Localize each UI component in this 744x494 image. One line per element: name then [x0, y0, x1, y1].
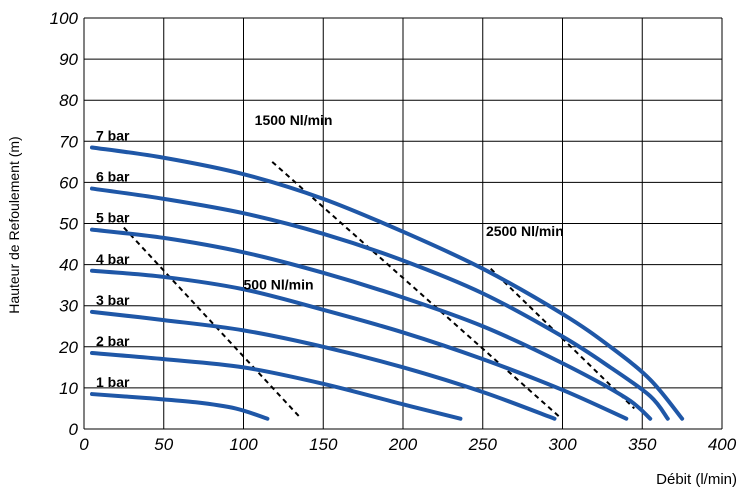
air-consumption-label: 2500 Nl/min: [486, 223, 564, 239]
y-tick-label: 50: [59, 215, 78, 234]
x-tick-label: 400: [708, 435, 737, 454]
x-tick-label: 200: [388, 435, 418, 454]
grid-layer: [83, 17, 723, 430]
y-tick-label: 0: [69, 420, 79, 439]
x-tick-label: 50: [154, 435, 173, 454]
y-tick-label: 70: [59, 132, 78, 151]
y-tick-label: 20: [58, 338, 78, 357]
series-line: [89, 309, 557, 421]
series-line: [89, 186, 670, 421]
series-line: [89, 350, 463, 421]
y-tick-label: 80: [59, 91, 78, 110]
y-tick-label: 10: [59, 379, 78, 398]
series-label: 6 bar: [96, 169, 130, 185]
label-layer: 1 bar 2 bar 3 bar 4 bar 5 bar 6 bar 7 bar 500 N…: [96, 112, 564, 390]
air-consumption-line: [123, 226, 301, 418]
series-label: 4 bar: [96, 251, 130, 267]
x-tick-label: 300: [548, 435, 577, 454]
y-axis-title: Hauteur de Refoulement (m): [6, 136, 22, 313]
y-tick-label: 60: [59, 173, 78, 192]
x-tick-label: 150: [309, 435, 338, 454]
y-tick-label: 30: [59, 297, 78, 316]
series-line: [89, 227, 653, 421]
air-consumption-label: 500 Nl/min: [244, 276, 314, 292]
series-label: 1 bar: [96, 374, 130, 390]
x-tick-label: 100: [229, 435, 258, 454]
series-label: 5 bar: [96, 210, 130, 226]
x-tick-label: 250: [468, 435, 498, 454]
series-label: 2 bar: [96, 333, 130, 349]
air-consumption-label: 1500 Nl/min: [255, 112, 333, 128]
series-layer: [89, 145, 685, 421]
series-line: [89, 268, 629, 421]
y-tick-label: 100: [50, 9, 79, 28]
x-axis-title: Débit (l/min): [656, 471, 737, 488]
air-consumption-line: [271, 161, 560, 418]
series-line: [89, 392, 270, 421]
series-label: 7 bar: [96, 127, 130, 143]
y-tick-label: 40: [59, 256, 78, 275]
x-tick-label: 350: [628, 435, 657, 454]
x-tick-label: 0: [79, 435, 89, 454]
series-label: 3 bar: [96, 292, 130, 308]
axis-layer: 0 50 100 150 200 250 300 350 400 0 10 20 30 40 50 60 70 8…: [50, 9, 737, 454]
y-tick-label: 90: [59, 50, 78, 69]
series-line: [89, 145, 685, 421]
